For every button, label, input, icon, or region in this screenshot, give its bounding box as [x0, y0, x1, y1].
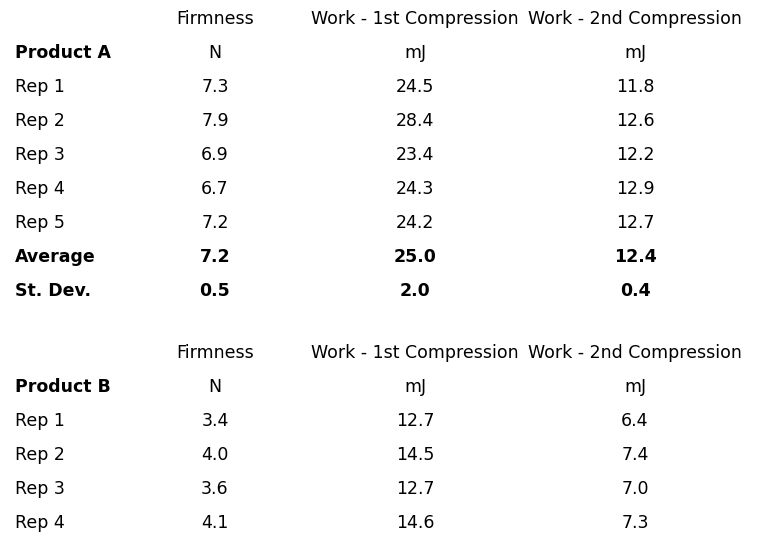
Text: Work - 1st Compression: Work - 1st Compression: [311, 344, 518, 362]
Text: 4.0: 4.0: [201, 446, 229, 464]
Text: 12.7: 12.7: [616, 214, 654, 232]
Text: mJ: mJ: [624, 44, 646, 62]
Text: 7.0: 7.0: [621, 480, 649, 498]
Text: N: N: [209, 44, 222, 62]
Text: mJ: mJ: [404, 44, 426, 62]
Text: Rep 3: Rep 3: [15, 146, 65, 164]
Text: 24.2: 24.2: [396, 214, 434, 232]
Text: 23.4: 23.4: [396, 146, 434, 164]
Text: 7.3: 7.3: [621, 514, 649, 532]
Text: Rep 1: Rep 1: [15, 412, 65, 430]
Text: 14.5: 14.5: [396, 446, 434, 464]
Text: Product B: Product B: [15, 378, 110, 396]
Text: Product A: Product A: [15, 44, 111, 62]
Text: mJ: mJ: [404, 378, 426, 396]
Text: 0.4: 0.4: [620, 282, 650, 300]
Text: 6.9: 6.9: [201, 146, 229, 164]
Text: mJ: mJ: [624, 378, 646, 396]
Text: 12.4: 12.4: [614, 248, 657, 266]
Text: Rep 4: Rep 4: [15, 514, 64, 532]
Text: Average: Average: [15, 248, 96, 266]
Text: 24.3: 24.3: [396, 180, 434, 198]
Text: 4.1: 4.1: [201, 514, 229, 532]
Text: Rep 4: Rep 4: [15, 180, 64, 198]
Text: 12.6: 12.6: [616, 112, 654, 130]
Text: Work - 2nd Compression: Work - 2nd Compression: [528, 344, 742, 362]
Text: 14.6: 14.6: [396, 514, 434, 532]
Text: 24.5: 24.5: [396, 78, 434, 96]
Text: 7.9: 7.9: [201, 112, 229, 130]
Text: 28.4: 28.4: [396, 112, 434, 130]
Text: St. Dev.: St. Dev.: [15, 282, 91, 300]
Text: 11.8: 11.8: [616, 78, 654, 96]
Text: 7.3: 7.3: [201, 78, 229, 96]
Text: Firmness: Firmness: [176, 344, 254, 362]
Text: 0.5: 0.5: [199, 282, 230, 300]
Text: 2.0: 2.0: [400, 282, 430, 300]
Text: 3.4: 3.4: [201, 412, 229, 430]
Text: 7.2: 7.2: [201, 214, 229, 232]
Text: Work - 2nd Compression: Work - 2nd Compression: [528, 10, 742, 28]
Text: Rep 2: Rep 2: [15, 446, 65, 464]
Text: Rep 5: Rep 5: [15, 214, 65, 232]
Text: Rep 2: Rep 2: [15, 112, 65, 130]
Text: 12.2: 12.2: [616, 146, 654, 164]
Text: 7.4: 7.4: [621, 446, 649, 464]
Text: 6.7: 6.7: [201, 180, 229, 198]
Text: 12.7: 12.7: [396, 480, 434, 498]
Text: Firmness: Firmness: [176, 10, 254, 28]
Text: 6.4: 6.4: [621, 412, 649, 430]
Text: 7.2: 7.2: [199, 248, 230, 266]
Text: 25.0: 25.0: [393, 248, 436, 266]
Text: Work - 1st Compression: Work - 1st Compression: [311, 10, 518, 28]
Text: N: N: [209, 378, 222, 396]
Text: 3.6: 3.6: [201, 480, 229, 498]
Text: Rep 3: Rep 3: [15, 480, 65, 498]
Text: 12.9: 12.9: [616, 180, 654, 198]
Text: 12.7: 12.7: [396, 412, 434, 430]
Text: Rep 1: Rep 1: [15, 78, 65, 96]
